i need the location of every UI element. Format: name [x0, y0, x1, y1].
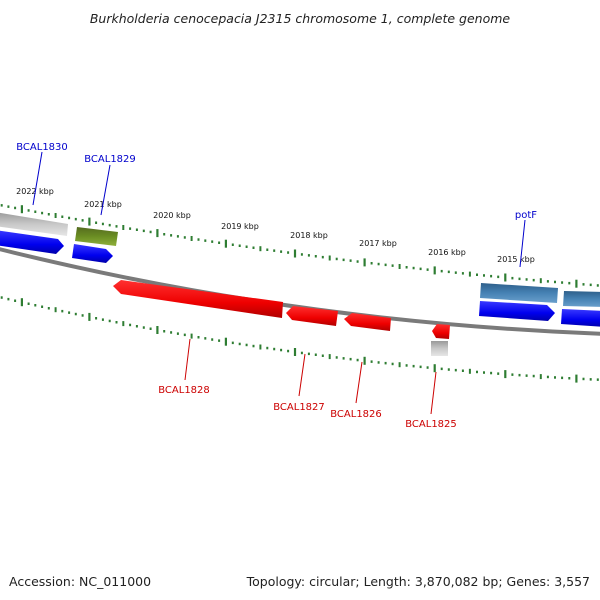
- leader-bcal1826: [355, 361, 363, 404]
- kbp-label-2017: 2017 kbp: [359, 239, 397, 248]
- kbp-label-2015: 2015 kbp: [497, 255, 535, 264]
- leader-bcal1830: [32, 151, 43, 206]
- gene-bcal1825[interactable]: [432, 324, 450, 339]
- cds-potf[interactable]: [479, 301, 555, 321]
- leader-bcal1825: [430, 371, 437, 415]
- kbp-label-2019: 2019 kbp: [221, 222, 259, 231]
- accession-text: Accession: NC_011000: [9, 574, 151, 589]
- gene-potf[interactable]: [480, 283, 558, 303]
- label-bcal1830[interactable]: BCAL1830: [16, 142, 68, 153]
- label-bcal1829[interactable]: BCAL1829: [84, 154, 136, 165]
- label-bcal1827[interactable]: BCAL1827: [273, 402, 325, 413]
- cds-bcal1829[interactable]: [72, 244, 113, 263]
- gene-bcal1825-grey[interactable]: [431, 341, 448, 356]
- leader-bcal1828: [184, 338, 191, 381]
- page-title: Burkholderia cenocepacia J2315 chromosom…: [90, 11, 511, 26]
- leader-bcal1829: [100, 164, 111, 216]
- label-potf[interactable]: potF: [515, 210, 537, 221]
- label-bcal1826[interactable]: BCAL1826: [330, 409, 382, 420]
- cds-bcal1830[interactable]: [0, 230, 64, 254]
- gene-bcal1829[interactable]: [75, 227, 118, 246]
- gene-bcal1828[interactable]: [113, 280, 283, 318]
- kbp-label-2016: 2016 kbp: [428, 248, 466, 257]
- label-bcal1825[interactable]: BCAL1825: [405, 419, 457, 430]
- kbp-label-2020: 2020 kbp: [153, 211, 191, 220]
- cds-next[interactable]: [561, 309, 600, 327]
- kbp-label-2018: 2018 kbp: [290, 231, 328, 240]
- genome-summary-text: Topology: circular; Length: 3,870,082 bp…: [246, 574, 590, 589]
- label-bcal1828[interactable]: BCAL1828: [158, 385, 210, 396]
- tick-marks: [0, 204, 599, 383]
- gene-bcal1826[interactable]: [344, 313, 391, 331]
- gene-bcal1827[interactable]: [286, 306, 338, 326]
- leader-potf: [519, 219, 526, 268]
- leader-bcal1827: [298, 353, 306, 397]
- gene-next-steel[interactable]: [563, 291, 600, 307]
- gene-bcal1830[interactable]: [0, 212, 68, 236]
